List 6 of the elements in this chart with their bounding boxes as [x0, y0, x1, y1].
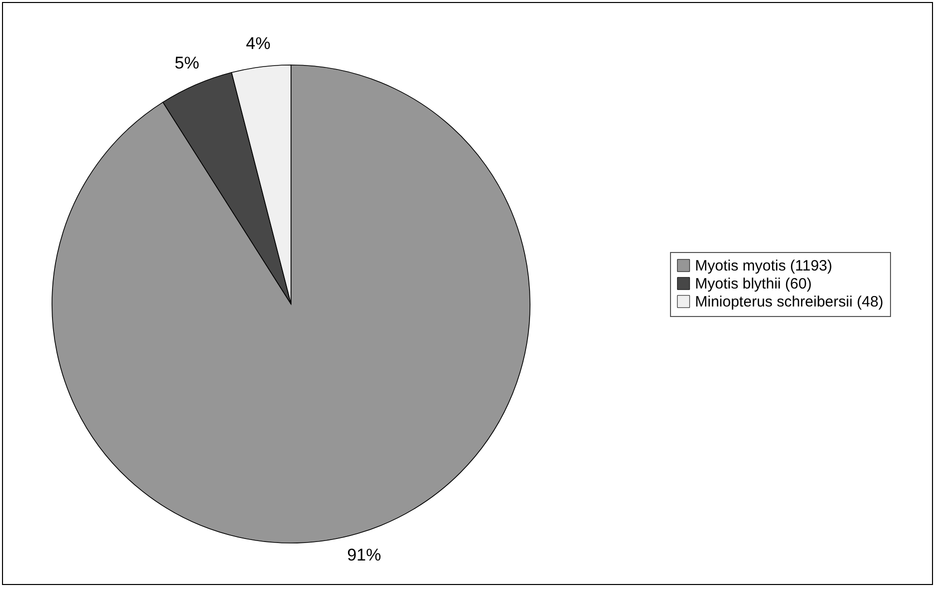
data-label: 4%	[246, 34, 270, 54]
legend-label: Myotis blythii (60)	[695, 276, 812, 292]
data-label: 5%	[174, 54, 200, 73]
data-label: 91%	[347, 546, 382, 565]
legend-label: Miniopterus schreibersii (48)	[695, 294, 884, 310]
legend-label: Myotis myotis (1193)	[695, 258, 832, 274]
